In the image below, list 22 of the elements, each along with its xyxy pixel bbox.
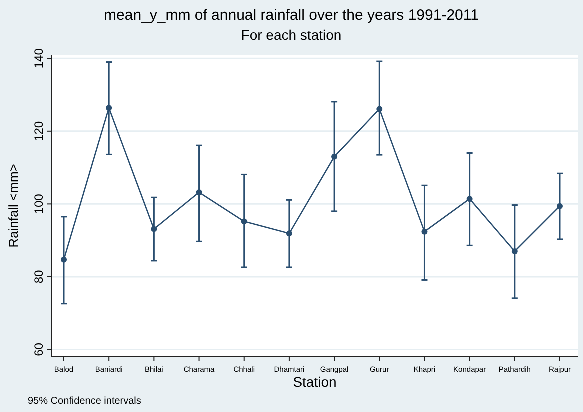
- chart-title: mean_y_mm of annual rainfall over the years 1991-2011: [104, 7, 479, 24]
- point: [61, 256, 67, 263]
- y-tick-label: 60: [32, 342, 46, 356]
- y-tick-label: 140: [32, 48, 46, 69]
- point: [241, 218, 248, 225]
- y-axis-title: Rainfall <mm>: [6, 164, 21, 248]
- point: [196, 190, 202, 196]
- point: [286, 230, 292, 237]
- point: [422, 228, 428, 235]
- point: [512, 248, 518, 254]
- chart-subtitle: For each station: [241, 27, 342, 43]
- point: [376, 106, 383, 112]
- y-tick-label: 100: [32, 194, 46, 214]
- y-tick-label: 80: [32, 270, 46, 284]
- point: [151, 226, 158, 232]
- y-tick-label: 120: [32, 121, 46, 142]
- point: [106, 105, 112, 112]
- point: [332, 154, 338, 160]
- x-axis-title: Station: [293, 374, 337, 390]
- point: [557, 203, 563, 210]
- point: [466, 196, 473, 202]
- text: 95% Confidence intervals: [28, 396, 142, 407]
